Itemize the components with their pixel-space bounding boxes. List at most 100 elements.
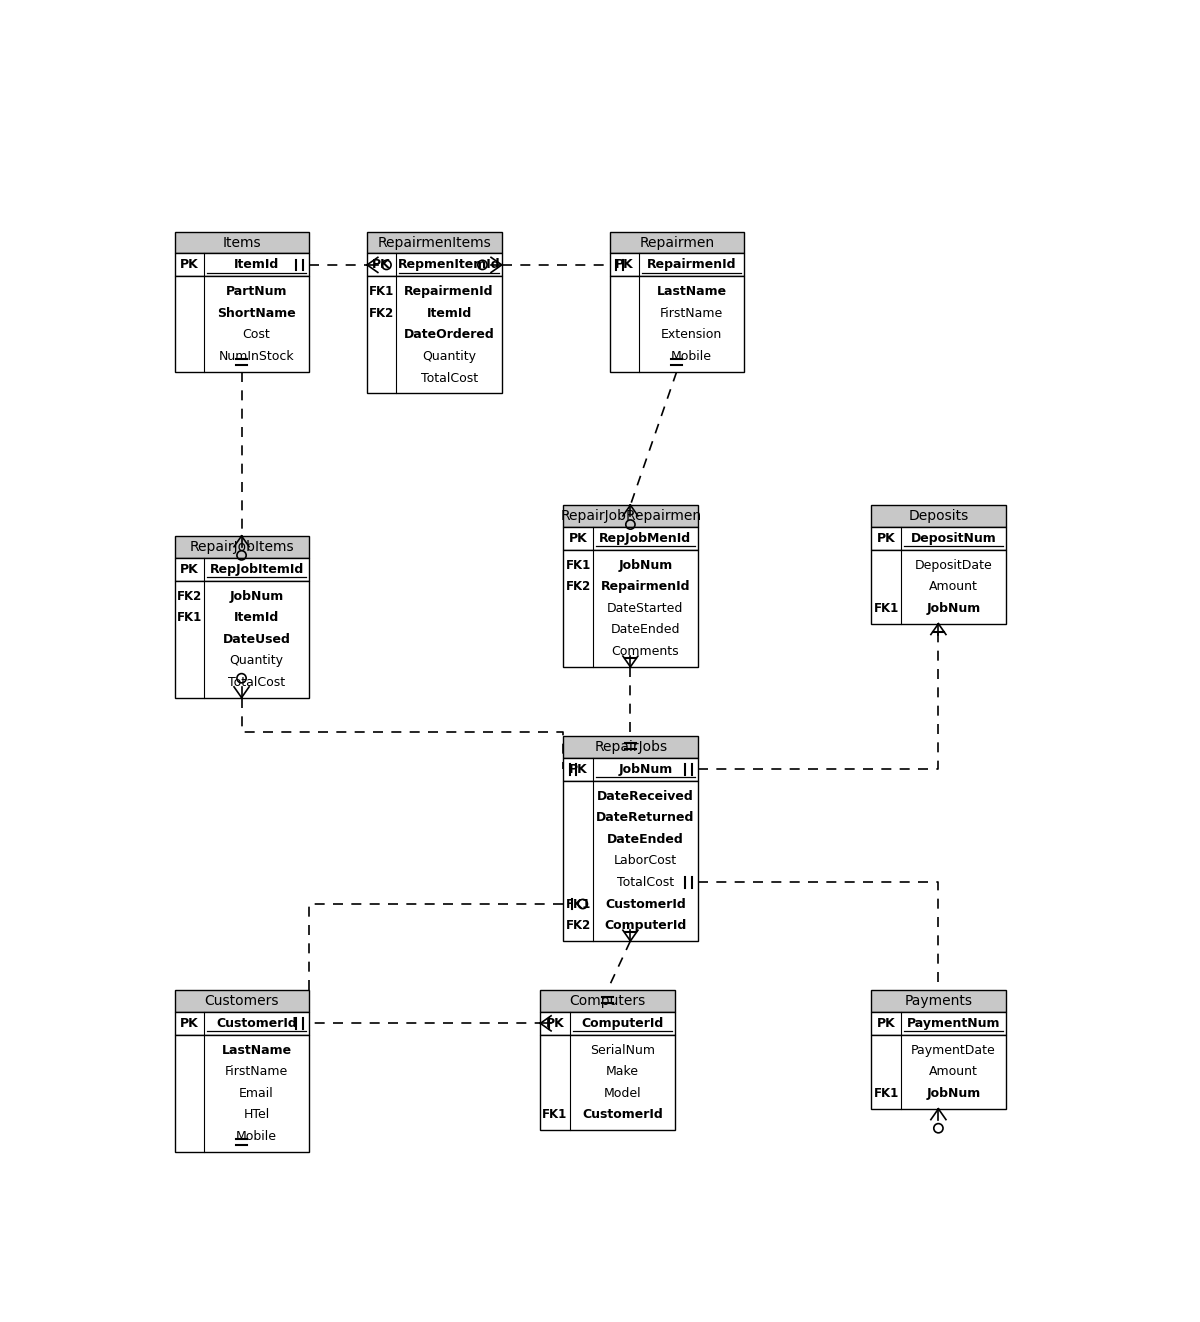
Text: RepairJobs: RepairJobs (594, 740, 667, 754)
Text: CustomerId: CustomerId (216, 1017, 296, 1030)
Text: PK: PK (180, 563, 198, 575)
Text: FK1: FK1 (542, 1108, 568, 1121)
Text: PK: PK (569, 531, 588, 545)
Text: ShortName: ShortName (217, 307, 296, 320)
Bar (564, 526, 698, 550)
Text: Items: Items (223, 235, 262, 250)
Text: PK: PK (372, 258, 391, 271)
Text: TotalCost: TotalCost (617, 876, 674, 888)
Text: Mobile: Mobile (236, 1130, 277, 1144)
Bar (174, 580, 310, 698)
Text: ComputerId: ComputerId (605, 919, 686, 932)
Text: Amount: Amount (929, 1066, 978, 1079)
Bar (540, 990, 676, 1011)
Bar (540, 1011, 676, 1035)
Text: Email: Email (239, 1087, 274, 1100)
Text: PK: PK (180, 258, 198, 271)
Bar (871, 990, 1006, 1011)
Text: RepJobMenId: RepJobMenId (599, 531, 691, 545)
Text: Extension: Extension (661, 328, 722, 341)
Text: CustomerId: CustomerId (582, 1108, 662, 1121)
Bar (174, 990, 310, 1011)
Text: PaymentNum: PaymentNum (907, 1017, 1000, 1030)
Text: JobNum: JobNum (926, 602, 980, 615)
Text: DateReceived: DateReceived (598, 789, 694, 802)
Text: JobNum: JobNum (618, 559, 672, 571)
Text: TotalCost: TotalCost (420, 371, 478, 385)
Text: RepairJobRepairmen: RepairJobRepairmen (560, 509, 701, 524)
Text: PK: PK (180, 1017, 198, 1030)
Bar (174, 231, 310, 254)
Text: Quantity: Quantity (422, 350, 476, 364)
Text: PartNum: PartNum (226, 286, 287, 299)
Bar (610, 254, 744, 276)
Text: FirstName: FirstName (660, 307, 724, 320)
Text: DateStarted: DateStarted (607, 602, 684, 615)
Text: PK: PK (569, 763, 588, 776)
Text: PK: PK (546, 1017, 564, 1030)
Text: DateEnded: DateEnded (611, 624, 680, 636)
Bar (564, 550, 698, 666)
Text: PaymentDate: PaymentDate (911, 1044, 996, 1056)
Text: FK2: FK2 (176, 590, 202, 603)
Text: Cost: Cost (242, 328, 270, 341)
Text: LaborCost: LaborCost (614, 854, 677, 867)
Bar (871, 505, 1006, 526)
Bar (174, 558, 310, 580)
Bar (564, 736, 698, 758)
Text: FK1: FK1 (370, 286, 395, 299)
Bar (174, 535, 310, 558)
Text: FK1: FK1 (874, 1087, 899, 1100)
Text: DateUsed: DateUsed (223, 633, 290, 645)
Bar (564, 505, 698, 526)
Bar (871, 1011, 1006, 1035)
Text: FK2: FK2 (565, 919, 590, 932)
Text: Deposits: Deposits (908, 509, 968, 524)
Text: Amount: Amount (929, 580, 978, 594)
Text: FirstName: FirstName (224, 1066, 288, 1079)
Text: ComputerId: ComputerId (581, 1017, 664, 1030)
Bar (174, 276, 310, 371)
Text: JobNum: JobNum (618, 763, 672, 776)
Text: RepairmenId: RepairmenId (601, 580, 690, 594)
Bar (174, 254, 310, 276)
Text: FK1: FK1 (874, 602, 899, 615)
Bar (871, 550, 1006, 624)
Text: PK: PK (877, 1017, 895, 1030)
Bar (610, 231, 744, 254)
Bar (610, 276, 744, 371)
Text: RepmenItemId: RepmenItemId (397, 258, 500, 271)
Bar (367, 254, 502, 276)
Text: RepairmenId: RepairmenId (647, 258, 737, 271)
Text: Comments: Comments (612, 645, 679, 658)
Text: TotalCost: TotalCost (228, 676, 286, 689)
Text: CustomerId: CustomerId (605, 898, 685, 911)
Text: ItemId: ItemId (426, 307, 472, 320)
Text: Repairmen: Repairmen (640, 235, 714, 250)
Text: DepositDate: DepositDate (914, 559, 992, 571)
Bar (174, 1011, 310, 1035)
Text: ItemId: ItemId (234, 611, 280, 624)
Text: FK1: FK1 (565, 898, 590, 911)
Text: Make: Make (606, 1066, 638, 1079)
Text: ItemId: ItemId (234, 258, 280, 271)
Text: Quantity: Quantity (229, 654, 283, 668)
Bar (564, 781, 698, 941)
Text: NumInStock: NumInStock (218, 350, 294, 364)
Text: RepairmenId: RepairmenId (404, 286, 494, 299)
Text: FK1: FK1 (565, 559, 590, 571)
Bar (540, 1035, 676, 1130)
Text: Model: Model (604, 1087, 641, 1100)
Text: DateEnded: DateEnded (607, 833, 684, 846)
Text: PK: PK (877, 531, 895, 545)
Bar (871, 526, 1006, 550)
Text: LastName: LastName (656, 286, 727, 299)
Bar (564, 758, 698, 781)
Text: RepairmenItems: RepairmenItems (378, 235, 491, 250)
Text: PK: PK (614, 258, 634, 271)
Text: FK1: FK1 (176, 611, 202, 624)
Bar (367, 231, 502, 254)
Text: LastName: LastName (222, 1044, 292, 1056)
Text: DateOrdered: DateOrdered (403, 328, 494, 341)
Bar (174, 1035, 310, 1151)
